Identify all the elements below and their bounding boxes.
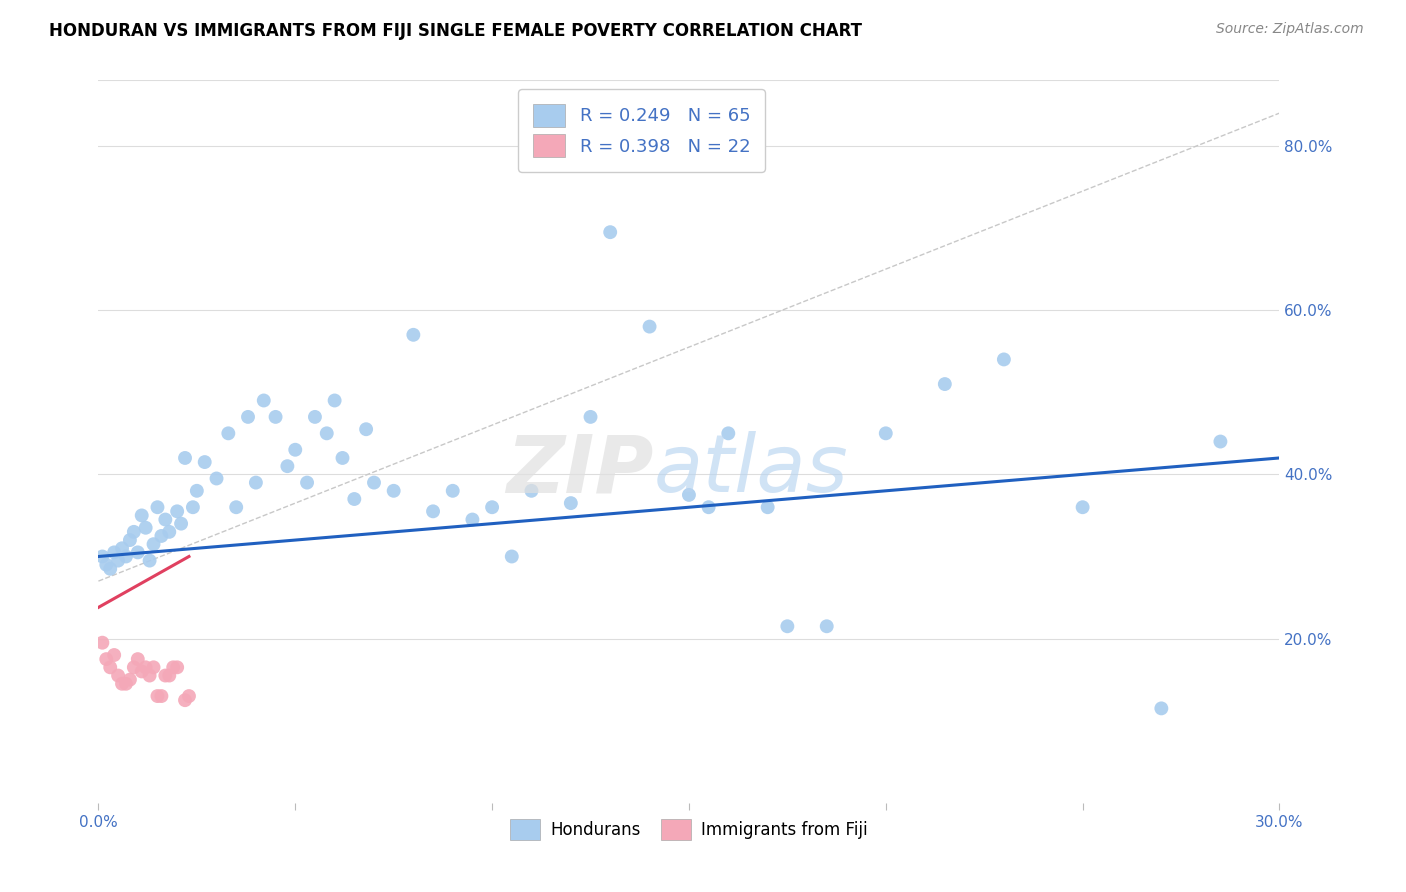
Point	[96, 558, 118, 572]
Point	[118, 673, 141, 687]
Point	[332, 450, 354, 465]
Point	[323, 393, 346, 408]
Point	[186, 483, 208, 498]
Text: Source: ZipAtlas.com: Source: ZipAtlas.com	[1216, 22, 1364, 37]
Point	[170, 516, 193, 531]
Point	[166, 504, 188, 518]
Point	[245, 475, 267, 490]
Point	[225, 500, 247, 515]
Point	[579, 409, 602, 424]
Point	[402, 327, 425, 342]
Point	[118, 533, 141, 547]
Point	[560, 496, 582, 510]
Point	[107, 553, 129, 567]
Point	[678, 488, 700, 502]
Point	[98, 562, 121, 576]
Point	[155, 512, 177, 526]
Legend: Hondurans, Immigrants from Fiji: Hondurans, Immigrants from Fiji	[502, 811, 876, 848]
Point	[150, 529, 173, 543]
Point	[96, 652, 118, 666]
Point	[115, 677, 138, 691]
Point	[122, 660, 145, 674]
Point	[150, 689, 173, 703]
Point	[103, 545, 125, 559]
Point	[717, 426, 740, 441]
Point	[131, 665, 153, 679]
Point	[111, 677, 134, 691]
Point	[295, 475, 318, 490]
Point	[174, 693, 197, 707]
Point	[146, 500, 169, 515]
Point	[354, 422, 377, 436]
Text: atlas: atlas	[654, 432, 848, 509]
Point	[91, 636, 114, 650]
Point	[599, 225, 621, 239]
Point	[135, 521, 157, 535]
Point	[382, 483, 405, 498]
Point	[142, 660, 165, 674]
Point	[157, 668, 180, 682]
Point	[276, 459, 298, 474]
Point	[122, 524, 145, 539]
Point	[1209, 434, 1232, 449]
Point	[146, 689, 169, 703]
Point	[815, 619, 838, 633]
Point	[697, 500, 720, 515]
Point	[138, 553, 160, 567]
Point	[304, 409, 326, 424]
Point	[284, 442, 307, 457]
Point	[127, 652, 149, 666]
Point	[343, 491, 366, 506]
Point	[520, 483, 543, 498]
Point	[934, 377, 956, 392]
Point	[157, 524, 180, 539]
Text: HONDURAN VS IMMIGRANTS FROM FIJI SINGLE FEMALE POVERTY CORRELATION CHART: HONDURAN VS IMMIGRANTS FROM FIJI SINGLE …	[49, 22, 862, 40]
Point	[205, 471, 228, 485]
Point	[111, 541, 134, 556]
Point	[155, 668, 177, 682]
Point	[115, 549, 138, 564]
Point	[162, 660, 184, 674]
Point	[253, 393, 276, 408]
Point	[638, 319, 661, 334]
Point	[107, 668, 129, 682]
Text: ZIP: ZIP	[506, 432, 654, 509]
Point	[461, 512, 484, 526]
Point	[1150, 701, 1173, 715]
Point	[993, 352, 1015, 367]
Point	[236, 409, 259, 424]
Point	[363, 475, 385, 490]
Point	[776, 619, 799, 633]
Point	[501, 549, 523, 564]
Point	[194, 455, 217, 469]
Point	[315, 426, 337, 441]
Point	[177, 689, 200, 703]
Point	[127, 545, 149, 559]
Point	[181, 500, 204, 515]
Point	[135, 660, 157, 674]
Point	[441, 483, 464, 498]
Point	[1071, 500, 1094, 515]
Point	[91, 549, 114, 564]
Point	[422, 504, 444, 518]
Point	[166, 660, 188, 674]
Point	[264, 409, 287, 424]
Point	[875, 426, 897, 441]
Point	[138, 668, 160, 682]
Point	[131, 508, 153, 523]
Point	[142, 537, 165, 551]
Point	[98, 660, 121, 674]
Point	[481, 500, 503, 515]
Point	[217, 426, 239, 441]
Point	[174, 450, 197, 465]
Point	[103, 648, 125, 662]
Point	[756, 500, 779, 515]
